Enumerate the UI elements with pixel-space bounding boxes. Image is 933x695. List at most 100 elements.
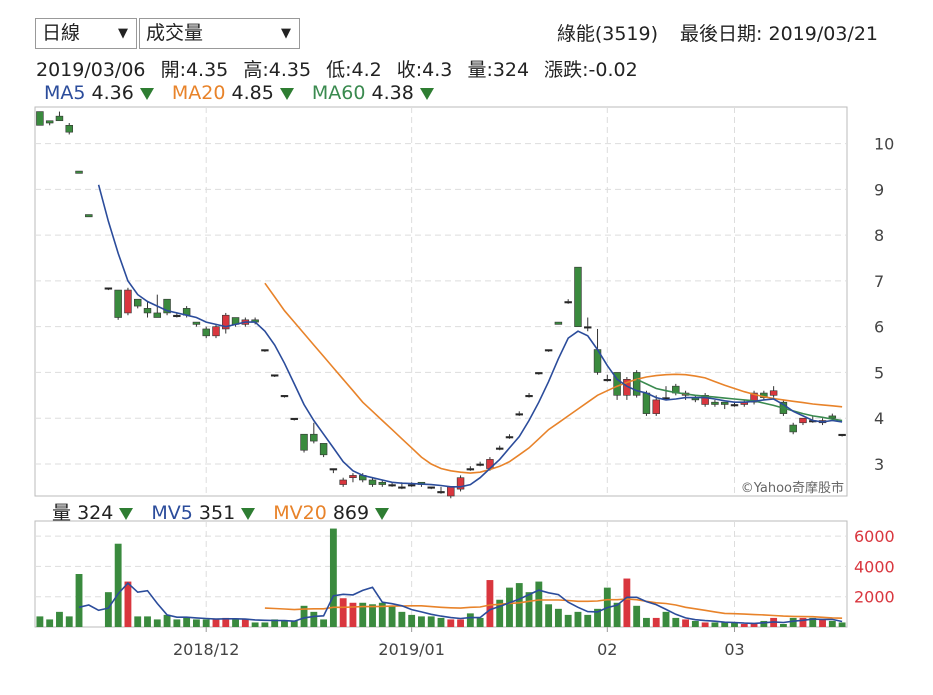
- mv20-line: [264, 598, 843, 619]
- price-tick-label: 5: [874, 363, 884, 382]
- candle-body: [769, 390, 778, 396]
- candle-body: [290, 417, 298, 421]
- legend-ma60: MA60 4.38: [312, 82, 434, 104]
- volume-bar: [721, 622, 729, 627]
- watermark-text: ©Yahoo奇摩股市: [741, 480, 844, 496]
- volume-bar: [388, 605, 396, 627]
- volume-bar: [652, 617, 660, 627]
- candle-body: [55, 115, 64, 122]
- volume-bar: [418, 616, 425, 627]
- volume-bar: [809, 617, 817, 627]
- volume-bar: [789, 617, 797, 627]
- volume-tick-label: 6000: [854, 527, 895, 546]
- down-triangle-icon: [419, 87, 434, 100]
- stock-header: 綠能(3519) 最後日期: 2019/03/21: [541, 19, 878, 46]
- volume-bar: [46, 619, 54, 627]
- legend-volume: 量 324: [52, 502, 134, 524]
- volume-bar: [476, 617, 484, 627]
- candle-body: [85, 214, 93, 218]
- indicator-select-value: 成交量: [146, 22, 204, 44]
- candle-body: [300, 433, 308, 451]
- candle-body: [339, 479, 347, 485]
- candle-body: [505, 436, 514, 439]
- volume-bar: [202, 619, 210, 627]
- volume-bar: [633, 605, 641, 627]
- ohlc-date: 2019/03/06: [36, 59, 146, 81]
- volume-bar: [496, 599, 504, 627]
- volume-bar: [192, 619, 200, 627]
- candle-body: [495, 447, 504, 450]
- x-tick-label: 02: [597, 640, 617, 659]
- candle-body: [104, 287, 113, 290]
- ohlc-close: 收:4.3: [396, 59, 453, 81]
- ohlc-low: 低:4.2: [326, 59, 382, 81]
- price-legend: MA5 4.36 MA20 4.85 MA60 4.38: [44, 82, 446, 104]
- candle-body: [192, 321, 201, 325]
- volume-bar: [623, 578, 631, 627]
- candle-body: [466, 468, 475, 471]
- volume-bar: [564, 614, 572, 627]
- candle-body: [310, 433, 318, 442]
- volume-bar: [212, 619, 220, 627]
- volume-bar: [535, 581, 543, 627]
- volume-bar: [144, 616, 151, 627]
- ohlc-volume: 量:324: [467, 59, 530, 81]
- candle-body: [368, 479, 377, 485]
- volume-bar: [740, 623, 748, 627]
- volume-bar: [750, 623, 758, 627]
- ohlc-change: 漲跌:-0.02: [544, 59, 638, 81]
- last-date: 最後日期: 2019/03/21: [680, 23, 878, 45]
- candle-body: [476, 463, 484, 466]
- candle-body: [388, 484, 396, 487]
- volume-bar: [466, 613, 474, 627]
- candle-body: [270, 374, 279, 377]
- ma5-line: [97, 184, 843, 488]
- price-tick-label: 4: [874, 409, 884, 428]
- volume-tick-label: 4000: [854, 557, 895, 576]
- volume-bar: [75, 574, 83, 627]
- ohlc-open: 開:4.35: [160, 59, 229, 81]
- volume-bar: [819, 619, 826, 627]
- legend-mv20: MV20 869: [273, 502, 390, 524]
- down-triangle-icon: [139, 87, 154, 100]
- candle-body: [584, 326, 592, 329]
- volume-bar: [799, 617, 807, 627]
- volume-bar: [506, 587, 513, 627]
- volume-bar: [525, 592, 533, 627]
- candle-body: [173, 314, 181, 318]
- volume-bar: [232, 619, 239, 627]
- volume-bar: [163, 614, 171, 627]
- volume-bar: [447, 619, 455, 627]
- volume-bar: [594, 608, 601, 627]
- ma60-line: [636, 378, 843, 422]
- volume-bar: [682, 619, 690, 627]
- x-tick-label: 2019/01: [378, 640, 444, 659]
- down-triangle-icon: [375, 507, 390, 520]
- volume-bar: [310, 611, 318, 627]
- volume-bar: [359, 602, 367, 627]
- legend-ma5: MA5 4.36: [44, 82, 154, 104]
- candle-body: [652, 399, 660, 414]
- price-tick-label: 9: [874, 180, 884, 199]
- candle-body: [701, 395, 709, 405]
- volume-bar: [124, 581, 132, 627]
- candle-body: [407, 484, 416, 487]
- volume-bar: [36, 616, 44, 627]
- volume-bar: [398, 611, 406, 627]
- candle-body: [456, 477, 465, 490]
- candle-body: [720, 401, 729, 405]
- volume-bar: [261, 622, 269, 627]
- volume-bar: [173, 619, 181, 627]
- candle-body: [163, 298, 171, 314]
- volume-bar: [339, 598, 347, 627]
- volume-bar: [672, 617, 680, 627]
- period-select[interactable]: 日線 ▼: [35, 18, 137, 49]
- volume-bar: [408, 614, 416, 627]
- down-triangle-icon: [119, 507, 134, 520]
- x-tick-label: 03: [724, 640, 744, 659]
- indicator-select[interactable]: 成交量 ▼: [139, 18, 300, 49]
- candle-body: [202, 328, 210, 337]
- candle-body: [143, 308, 152, 314]
- volume-bar: [691, 620, 699, 627]
- candle-body: [838, 433, 846, 437]
